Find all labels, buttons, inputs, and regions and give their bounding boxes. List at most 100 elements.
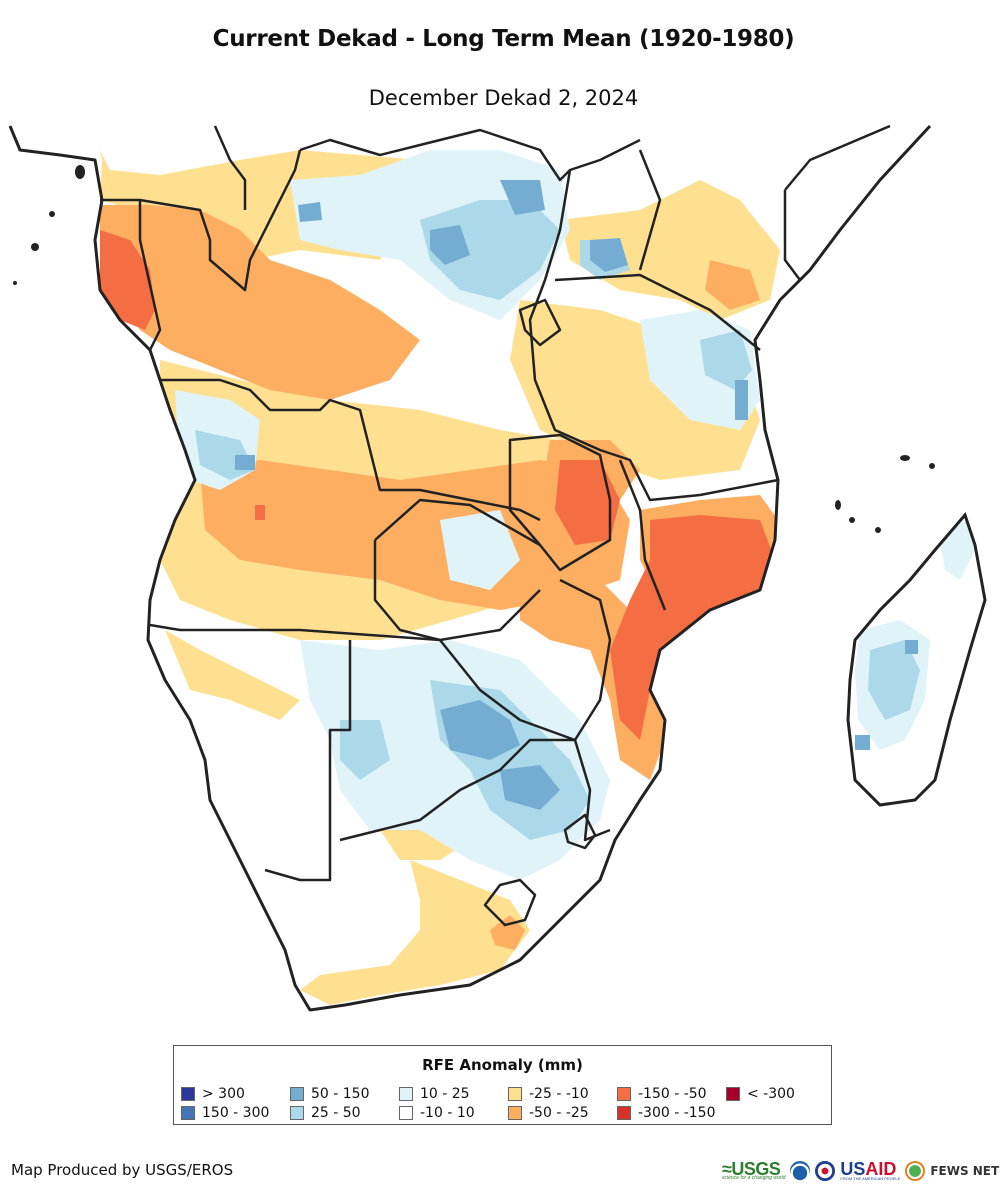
legend-item: 150 - 300 [181,1103,290,1122]
legend-item: -150 - -50 [617,1084,726,1103]
legend-swatch [399,1086,413,1101]
legend-label: < -300 [747,1085,795,1102]
island [835,500,841,510]
fewsnet-logo-text: FEWS NET [930,1164,1000,1178]
legend-item: -50 - -25 [508,1103,617,1122]
legend-swatch [181,1086,195,1101]
legend-item: -25 - -10 [508,1084,617,1103]
legend-swatch [399,1105,413,1120]
usgs-logo-text: USGS [731,1158,781,1179]
legend-item: -300 - -150 [617,1103,726,1122]
anomaly-zone [440,700,520,760]
legend-item: > 300 [181,1084,290,1103]
border [439,578,612,742]
usaid-tagline: FROM THE AMERICAN PEOPLE [840,1175,901,1181]
island [75,165,85,179]
legend-label: -25 - -10 [529,1085,589,1102]
legend-item: 10 - 25 [399,1084,508,1103]
legend-swatch [508,1086,522,1101]
legend-label: -300 - -150 [638,1104,716,1121]
anomaly-layer [10,126,975,1005]
anomaly-zone [420,200,560,300]
legend: RFE Anomaly (mm) > 300 150 - 300 50 - 150 2… [173,1045,832,1125]
anomaly-zone [165,630,300,720]
anomaly-zone [298,202,322,222]
legend-swatch [617,1105,631,1120]
map-credit: Map Produced by USGS/EROS [11,1161,234,1179]
anomaly-zone [555,460,620,545]
border [518,298,562,347]
border [138,200,162,351]
island [849,517,855,523]
anomaly-zone [200,460,630,610]
legend-title: RFE Anomaly (mm) [422,1056,583,1074]
usaid-logo-us: US [840,1158,866,1179]
legend-label: 25 - 50 [311,1104,361,1121]
rainfall-anomaly-map [8,124,987,1012]
island [13,281,17,285]
anomaly-zone [868,640,920,720]
anomaly-zone [905,640,918,654]
usgs-logo: ≈USGS science for a changing world [722,1158,786,1181]
legend-item: 25 - 50 [290,1103,399,1122]
anomaly-zone [100,205,420,400]
usaid-logo: USAID FROM THE AMERICAN PEOPLE [840,1158,901,1181]
legend-swatch [617,1086,631,1101]
anomaly-zone [235,455,255,470]
anomaly-zone [500,180,545,215]
anomaly-zone [340,720,390,780]
border [563,813,597,850]
usaid-seal-icon [815,1161,836,1181]
usaid-logo-aid: AID [865,1158,897,1179]
island [900,455,910,461]
border [508,433,612,572]
border [299,128,641,182]
fewsnet-globe-icon [905,1161,926,1181]
border [528,169,779,502]
anomaly-zone [440,510,520,590]
border [213,125,247,210]
legend-label: -150 - -50 [638,1085,707,1102]
anomaly-zone [500,765,560,810]
border [638,149,662,271]
border [783,190,801,281]
anomaly-zone [700,330,752,390]
border [483,878,537,927]
legend-label: 10 - 25 [420,1085,470,1102]
noaa-logo-icon [790,1161,811,1181]
legend-label: -10 - 10 [420,1104,475,1121]
anomaly-zone [255,505,265,520]
island [929,463,935,469]
border [100,149,302,292]
islands [13,165,935,533]
legend-label: > 300 [202,1085,245,1102]
legend-item: 50 - 150 [290,1084,399,1103]
legend-label: -50 - -25 [529,1104,589,1121]
legend-items: > 300 150 - 300 50 - 150 25 - 50 10 - 25 -10 … [181,1084,806,1122]
legend-item: -10 - 10 [399,1103,508,1122]
anomaly-zone [430,225,470,265]
legend-label: 50 - 150 [311,1085,370,1102]
border [160,378,541,522]
border [784,124,891,191]
border [149,623,441,642]
anomaly-zones-50-150 [235,180,918,810]
legend-swatch [290,1086,304,1101]
border [373,540,541,642]
partner-logos: ≈USGS science for a changing world USAID… [722,1157,999,1185]
anomaly-zone [705,260,760,310]
legend-swatch [508,1105,522,1120]
anomaly-zone [300,860,530,1005]
border [573,739,611,842]
madagascar-outline [846,512,987,807]
legend-swatch [181,1105,195,1120]
anomaly-zone [100,230,155,330]
legend-swatch [726,1086,740,1101]
island [49,211,55,217]
anomaly-zone [590,238,628,272]
usgs-tagline: science for a changing world [722,1174,786,1181]
map-title: Current Dekad - Long Term Mean (1920-198… [212,26,795,52]
border [554,273,761,351]
anomaly-zone [855,735,870,750]
island [875,527,881,533]
